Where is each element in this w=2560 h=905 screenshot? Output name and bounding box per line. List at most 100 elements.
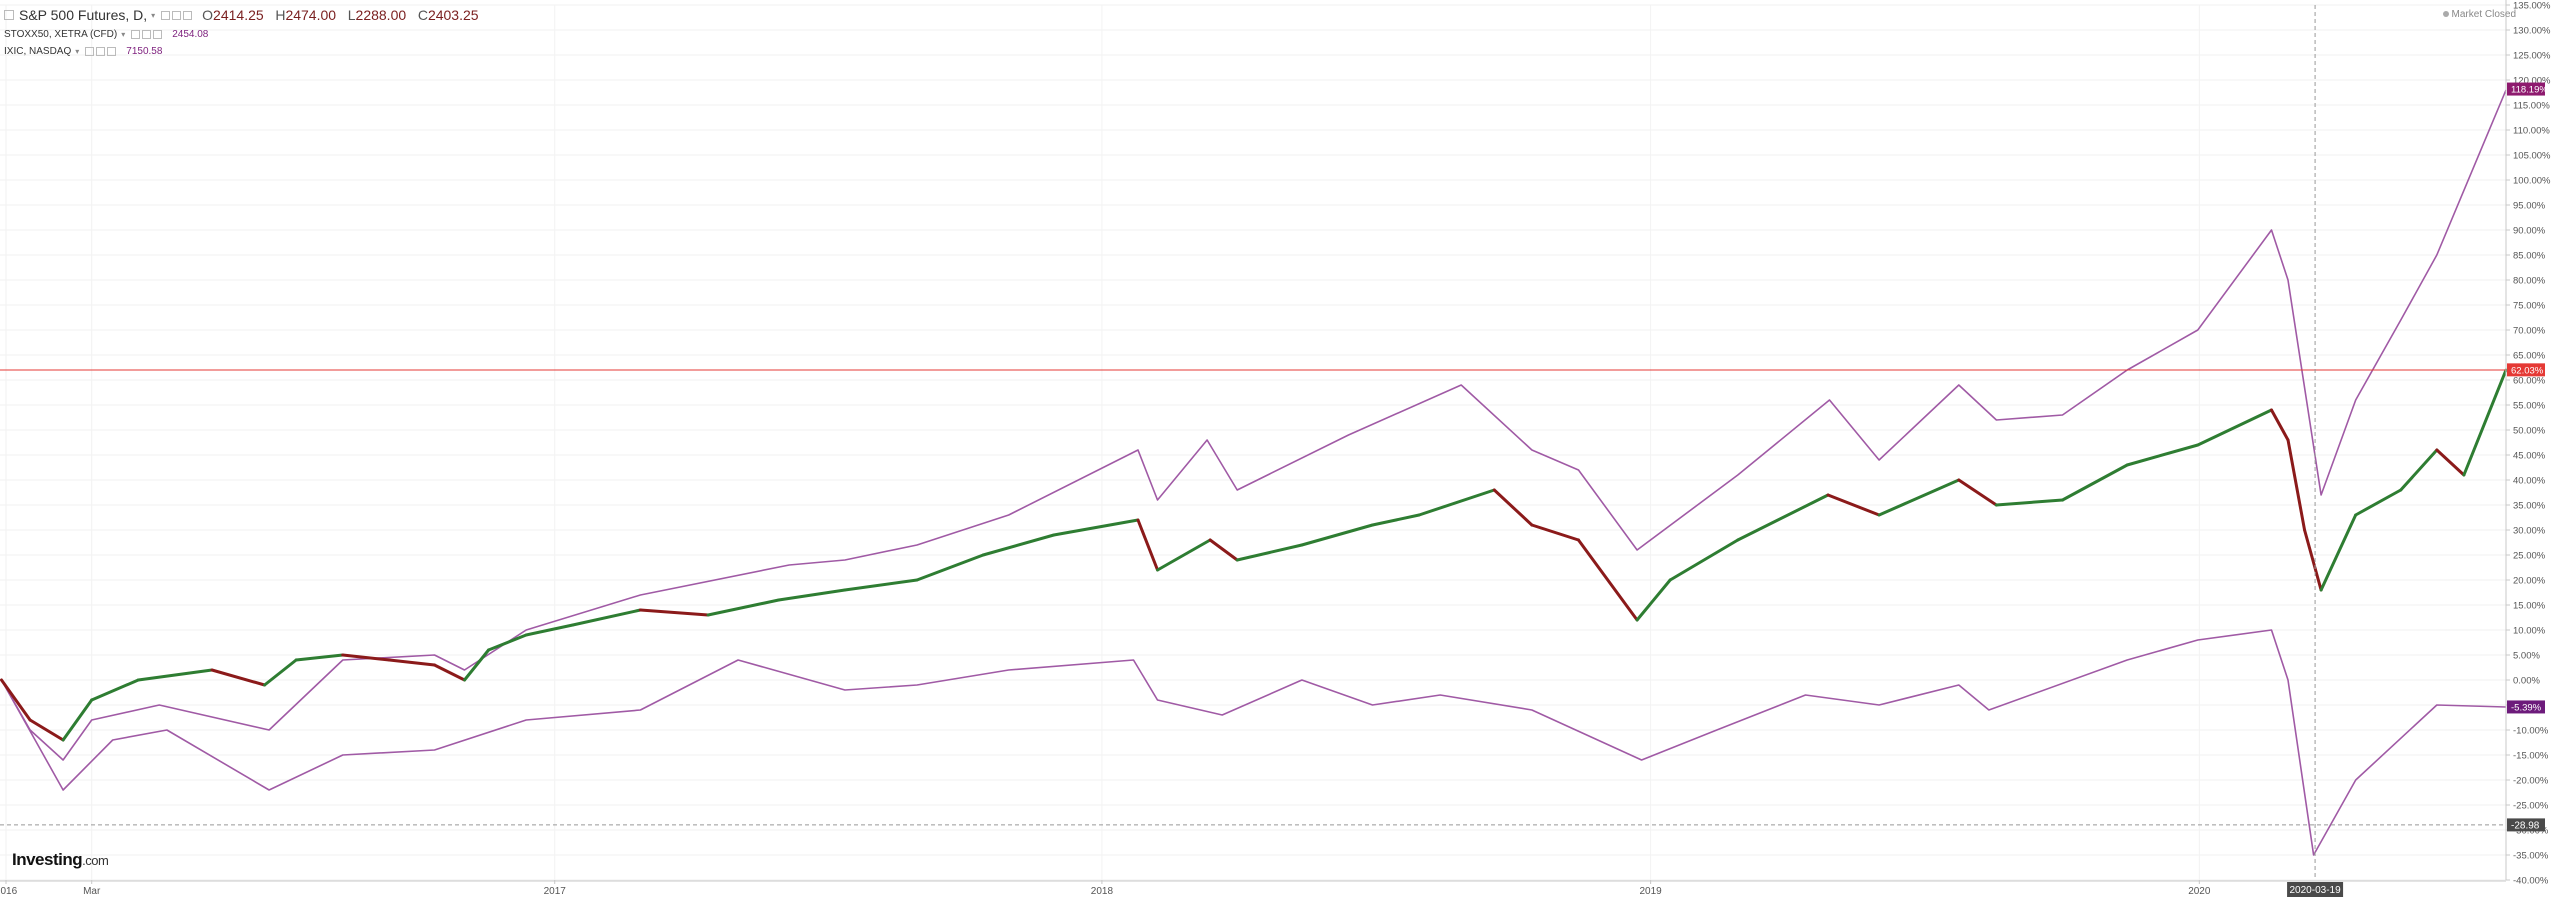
spx-segment — [2286, 438, 2307, 532]
ohlc-values: O2414.25 H2474.00 L2288.00 C2403.25 — [202, 7, 478, 23]
compare-value: 7150.58 — [126, 46, 163, 57]
close-value: 2403.25 — [427, 7, 479, 23]
legend-main-series[interactable]: S&P 500 Futures, D, ▾ O2414.25 H2474.00 … — [4, 4, 479, 26]
y-tick-label: -15.00% — [2513, 751, 2549, 762]
last-value-label-bg — [2507, 700, 2545, 714]
y-tick-label: -40.00% — [2513, 876, 2549, 887]
compare-value: 2454.08 — [172, 29, 209, 40]
spx-segment — [28, 718, 65, 742]
y-tick-label: 100.00% — [2513, 176, 2551, 187]
spx-segment — [90, 678, 140, 702]
low-key: L — [347, 7, 356, 23]
compare-symbol-label[interactable]: IXIC, NASDAQ — [4, 46, 72, 57]
x-tick-label: Mar — [83, 886, 101, 897]
spx-segment — [1668, 538, 1740, 582]
spx-segment — [915, 553, 985, 582]
spx-segment — [2354, 488, 2403, 517]
spx-segment — [1300, 523, 1375, 547]
time-axis[interactable]: 2016 Mar 2017 2018 2019 2020 — [0, 880, 2211, 897]
spx-segment — [1156, 538, 1212, 572]
x-tick-label: 2020 — [2188, 886, 2211, 897]
spx-segment — [1736, 493, 1830, 542]
y-tick-label: -25.00% — [2513, 801, 2549, 812]
high-value: 2474.00 — [285, 7, 337, 23]
y-tick-label: 35.00% — [2513, 501, 2546, 512]
last-value-label: 62.03% — [2511, 365, 2544, 376]
remove-icon[interactable] — [183, 10, 193, 20]
last-value-label-bg — [2507, 363, 2545, 377]
settings-icon[interactable] — [172, 10, 182, 20]
status-dot-icon — [2442, 11, 2449, 17]
spx-segment — [1417, 488, 1496, 517]
plot-background — [0, 0, 2505, 880]
crosshair-date-label-bg — [2287, 882, 2344, 897]
y-tick-label: 85.00% — [2513, 251, 2546, 262]
spx-segment — [2196, 408, 2273, 447]
spx-segment — [432, 663, 467, 682]
collapse-legend-icon[interactable] — [4, 10, 14, 20]
spx-segment — [1957, 478, 1998, 507]
spx-segment — [1635, 578, 1672, 622]
legend-compare-nasdaq[interactable]: IXIC, NASDAQ ▾ 7150.58 — [4, 43, 479, 60]
market-status-text: Market Closed — [2451, 9, 2516, 20]
y-tick-label: 55.00% — [2513, 401, 2546, 412]
spx-segment — [341, 653, 391, 662]
legend-compare-stoxx[interactable]: STOXX50, XETRA (CFD) ▾ 2454.08 — [4, 26, 479, 43]
grid-lines — [0, 4, 2506, 881]
spx-segment — [706, 598, 781, 617]
last-value-labels: 118.19% 62.03% -5.39% — [2507, 82, 2548, 714]
y-tick-label: 115.00% — [2513, 101, 2550, 112]
spx-segment — [777, 588, 847, 602]
y-tick-label: 70.00% — [2513, 326, 2546, 337]
symbol-menu-chevron-icon[interactable]: ▾ — [151, 10, 156, 20]
spx-segment — [387, 658, 436, 667]
y-tick-label: 65.00% — [2513, 351, 2546, 362]
chart-legend: S&P 500 Futures, D, ▾ O2414.25 H2474.00 … — [4, 4, 479, 60]
spx-segment — [2435, 448, 2466, 477]
settings-icon[interactable] — [142, 30, 152, 39]
y-tick-label: 15.00% — [2513, 601, 2546, 612]
spx-segment — [263, 658, 298, 687]
spx-segment — [1530, 523, 1580, 542]
x-tick-label: 2019 — [1639, 886, 1662, 897]
y-tick-label: 125.00% — [2513, 51, 2551, 62]
open-key: O — [202, 7, 214, 23]
y-tick-label: 105.00% — [2513, 151, 2551, 162]
visibility-toggle-icon[interactable] — [85, 47, 95, 56]
spx-segment — [843, 578, 919, 592]
last-value-label: 118.19% — [2511, 85, 2548, 96]
y-tick-label: 60.00% — [2513, 376, 2546, 387]
y-tick-label: 5.00% — [2513, 651, 2540, 662]
spx-segment — [1826, 493, 1881, 517]
price-axis[interactable]: 135.00% 130.00% 125.00% 120.00% 115.00% 110.0… — [2506, 1, 2551, 887]
visibility-toggle-icon[interactable] — [161, 10, 171, 20]
compare-menu-chevron-icon[interactable]: ▾ — [121, 30, 126, 39]
spx-segment — [571, 608, 642, 627]
spx-segment — [1576, 538, 1639, 622]
spx-segment — [638, 608, 710, 617]
settings-icon[interactable] — [96, 47, 106, 56]
compare-symbol-label[interactable]: STOXX50, XETRA (CFD) — [4, 29, 118, 40]
visibility-toggle-icon[interactable] — [131, 30, 141, 39]
spx-segment — [2061, 463, 2129, 502]
y-tick-label: 40.00% — [2513, 476, 2546, 487]
spx-segment — [294, 653, 345, 662]
last-value-label: -5.39% — [2511, 702, 2542, 713]
spx-segment — [2125, 443, 2200, 467]
y-tick-label: 95.00% — [2513, 201, 2546, 212]
remove-icon[interactable] — [107, 47, 117, 56]
y-tick-label: 90.00% — [2513, 226, 2546, 237]
spx-segment — [1136, 518, 1160, 572]
y-tick-label: -20.00% — [2513, 776, 2549, 787]
close-key: C — [417, 7, 428, 23]
spx-segment — [1208, 538, 1239, 562]
remove-icon[interactable] — [153, 30, 163, 39]
spx-segment — [2462, 368, 2508, 477]
main-symbol-label[interactable]: S&P 500 Futures, D, — [19, 7, 148, 23]
spx-segment — [981, 533, 1056, 557]
compare-menu-chevron-icon[interactable]: ▾ — [75, 47, 80, 56]
spx-segment — [2269, 408, 2290, 442]
y-tick-label: 0.00% — [2513, 676, 2540, 687]
spx-segment — [463, 648, 491, 682]
